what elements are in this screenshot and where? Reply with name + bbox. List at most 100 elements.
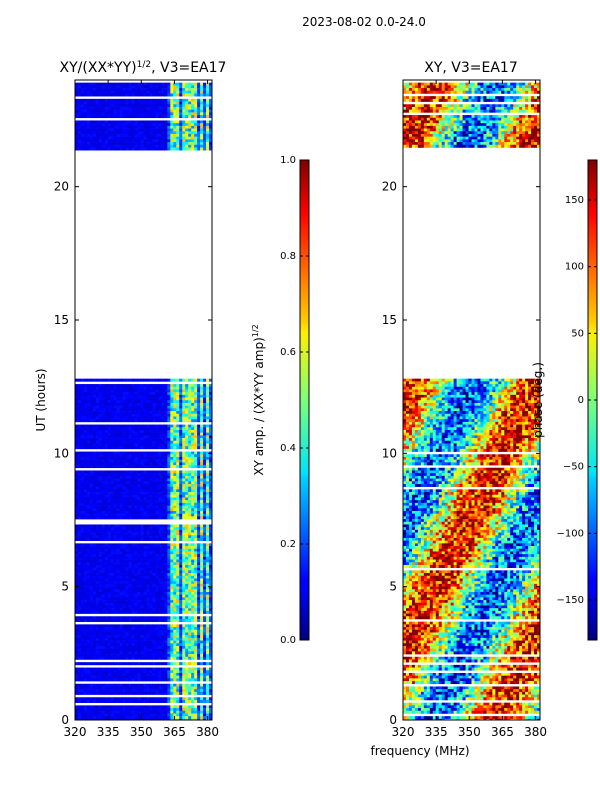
left-heatmap-cell <box>191 616 195 620</box>
left-heatmap-cell <box>185 427 189 431</box>
left-heatmap-cell <box>194 397 198 401</box>
left-heatmap-cell <box>131 678 135 682</box>
left-panel: XY/(XX*YY)1/2, V3=EA17 320 335 350 365 38005… <box>34 60 226 739</box>
left-heatmap-cell <box>182 543 186 547</box>
left-heatmap-cell <box>116 654 121 658</box>
left-heatmap-cell <box>125 470 130 474</box>
left-heatmap-cell <box>161 562 165 566</box>
left-heatmap-cell <box>107 602 112 606</box>
left-heatmap-cell <box>161 548 165 552</box>
left-heatmap-cell <box>203 608 207 612</box>
left-heatmap-cell <box>200 378 204 382</box>
left-heatmap-cell <box>158 451 162 455</box>
left-heatmap-cell <box>143 416 147 420</box>
left-heatmap-cell <box>116 440 121 444</box>
left-heatmap-cell <box>197 489 201 493</box>
left-heatmap-cell <box>137 578 141 582</box>
left-heatmap-cell <box>143 618 147 622</box>
left-heatmap-cell <box>182 440 186 444</box>
left-heatmap-cell <box>200 424 204 428</box>
left-heatmap-cell <box>116 672 121 676</box>
left-heatmap-cell <box>191 691 195 695</box>
left-heatmap-cell <box>155 443 159 447</box>
left-heatmap-cell <box>95 494 100 498</box>
left-heatmap-cell <box>113 405 118 409</box>
left-heatmap-cell <box>80 462 85 466</box>
left-heatmap-cell <box>119 624 124 628</box>
left-heatmap-cell <box>113 454 118 458</box>
left-heatmap-cell <box>140 459 144 463</box>
left-heatmap-cell <box>110 654 115 658</box>
left-heatmap-cell <box>119 581 124 585</box>
left-heatmap-cell <box>83 443 88 447</box>
left-heatmap-cell <box>155 413 159 417</box>
left-heatmap-cell <box>110 551 115 555</box>
left-heatmap-cell <box>158 578 162 582</box>
left-heatmap-cell <box>161 537 165 541</box>
left-heatmap-cell <box>134 394 138 398</box>
left-heatmap-cell <box>83 648 88 652</box>
left-heatmap-cell <box>191 600 195 604</box>
left-heatmap-cell <box>149 627 153 631</box>
left-heatmap-cell <box>185 411 189 415</box>
left-heatmap-cell <box>158 424 162 428</box>
left-heatmap-cell <box>164 405 168 409</box>
left-heatmap-cell <box>203 597 207 601</box>
left-heatmap-cell <box>170 586 174 590</box>
left-heatmap-cell <box>203 456 207 460</box>
left-heatmap-cell <box>110 691 115 695</box>
left-heatmap-cell <box>107 497 112 501</box>
left-heatmap-cell <box>86 686 91 690</box>
left-heatmap-cell <box>179 516 183 520</box>
left-heatmap-cell <box>98 537 103 541</box>
left-heatmap-cell <box>179 386 183 390</box>
left-heatmap-cell <box>110 537 115 541</box>
left-heatmap-cell <box>101 470 106 474</box>
left-heatmap-cell <box>86 670 91 674</box>
left-heatmap-cell <box>194 594 198 598</box>
left-heatmap-cell <box>98 624 103 628</box>
left-heatmap-cell <box>182 635 186 639</box>
left-heatmap-cell <box>104 505 109 509</box>
left-heatmap-cell <box>143 527 147 531</box>
left-heatmap-cell <box>140 470 144 474</box>
left-heatmap-cell <box>164 378 168 382</box>
left-heatmap-cell <box>89 402 94 406</box>
left-heatmap-cell <box>155 643 159 647</box>
left-heatmap-cell <box>89 494 94 498</box>
left-heatmap-cell <box>107 678 112 682</box>
left-heatmap-cell <box>75 686 79 690</box>
left-heatmap-cell <box>200 551 204 555</box>
left-heatmap-cell <box>137 416 141 420</box>
left-heatmap-cell <box>75 432 79 436</box>
left-heatmap-cell <box>146 672 150 676</box>
left-heatmap-cell <box>110 627 115 631</box>
left-heatmap-cell <box>113 394 118 398</box>
left-heatmap-cell <box>101 708 106 712</box>
left-heatmap-cell <box>173 424 177 428</box>
left-heatmap-cell <box>89 392 94 396</box>
left-heatmap-cell <box>167 524 171 528</box>
left-heatmap-cell <box>149 562 153 566</box>
left-heatmap-cell <box>98 440 103 444</box>
left-heatmap-cell <box>98 556 103 560</box>
left-heatmap-cell <box>83 416 88 420</box>
left-heatmap-cell <box>125 508 130 512</box>
left-heatmap-cell <box>167 583 171 587</box>
left-heatmap-cell <box>143 465 147 469</box>
left-heatmap-cell <box>89 513 94 517</box>
left-heatmap-cell <box>83 589 88 593</box>
left-heatmap-cell <box>170 543 174 547</box>
left-heatmap-cell <box>137 548 141 552</box>
left-heatmap-cell <box>179 559 183 563</box>
left-heatmap-cell <box>137 492 141 496</box>
left-heatmap-cell <box>122 570 127 574</box>
left-heatmap-cell <box>152 413 156 417</box>
left-heatmap-cell <box>92 481 97 485</box>
left-heatmap-cell <box>92 618 97 622</box>
left-heatmap-cell <box>146 683 150 687</box>
left-heatmap-cell <box>203 416 207 420</box>
left-heatmap-cell <box>206 602 210 606</box>
left-heatmap-cell <box>176 640 180 644</box>
left-heatmap-cell <box>92 573 97 577</box>
